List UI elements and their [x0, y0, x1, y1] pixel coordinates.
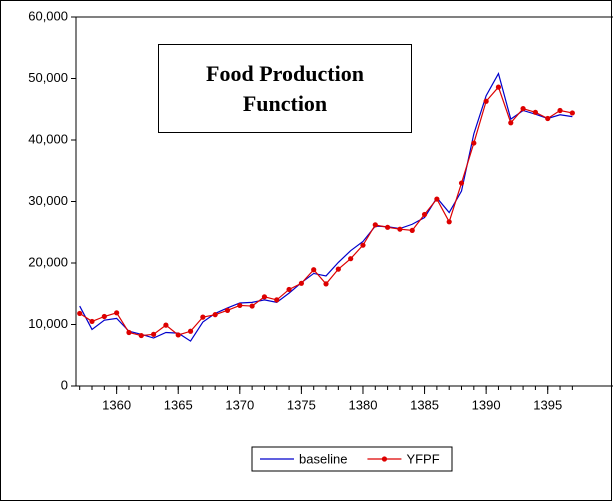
- legend-label: YFPF: [406, 451, 439, 466]
- x-tick-label: 1375: [287, 397, 316, 412]
- x-tick-label: 1395: [533, 397, 562, 412]
- point: [261, 294, 268, 300]
- x-tick-label: 1365: [164, 397, 193, 412]
- point: [237, 302, 243, 309]
- point: [385, 224, 391, 230]
- point: [458, 180, 465, 186]
- point: [138, 332, 144, 339]
- point: [471, 140, 477, 146]
- point: [372, 222, 378, 228]
- point: [114, 310, 120, 316]
- point: [286, 286, 292, 293]
- plot-area: [77, 71, 575, 342]
- point: [311, 267, 317, 273]
- point: [298, 280, 304, 286]
- legend-label: baseline: [299, 451, 347, 466]
- y-tick-label: 20,000: [28, 254, 68, 269]
- point: [569, 110, 575, 116]
- point: [126, 329, 132, 336]
- chart-title: Food Production Function: [158, 44, 412, 133]
- point: [175, 332, 181, 338]
- point: [446, 219, 452, 225]
- x-tick-label: 1385: [410, 397, 439, 412]
- point: [495, 84, 502, 90]
- point: [150, 331, 157, 337]
- point: [212, 312, 218, 318]
- y-tick-label: 10,000: [28, 316, 68, 331]
- point: [224, 307, 231, 313]
- y-tick-label: 40,000: [28, 131, 68, 146]
- point: [323, 281, 329, 287]
- point: [187, 328, 194, 334]
- series-line: [79, 71, 573, 342]
- point: [532, 109, 539, 115]
- y-tick-label: 50,000: [28, 70, 68, 85]
- point: [274, 297, 280, 303]
- x-tick-label: 1370: [225, 397, 254, 412]
- point: [101, 313, 107, 320]
- point: [348, 256, 354, 262]
- y-tick-label: 60,000: [28, 8, 68, 23]
- point: [360, 242, 366, 248]
- point: [249, 303, 255, 309]
- point: [434, 196, 440, 202]
- point: [545, 115, 551, 122]
- point: [557, 107, 563, 114]
- y-tick-label: 0: [61, 377, 68, 392]
- point: [397, 226, 403, 232]
- x-tick-label: 1390: [472, 397, 501, 412]
- point: [163, 322, 169, 328]
- point: [421, 211, 428, 218]
- point: [508, 120, 514, 126]
- point: [89, 318, 95, 325]
- legend-marker: [381, 456, 388, 462]
- y-tick-label: 30,000: [28, 193, 68, 208]
- x-tick-label: 1360: [102, 397, 131, 412]
- point: [335, 266, 341, 272]
- point: [520, 106, 526, 112]
- point: [200, 314, 206, 320]
- point: [409, 227, 415, 234]
- point: [77, 310, 83, 317]
- x-tick-label: 1380: [349, 397, 378, 412]
- point: [483, 98, 489, 104]
